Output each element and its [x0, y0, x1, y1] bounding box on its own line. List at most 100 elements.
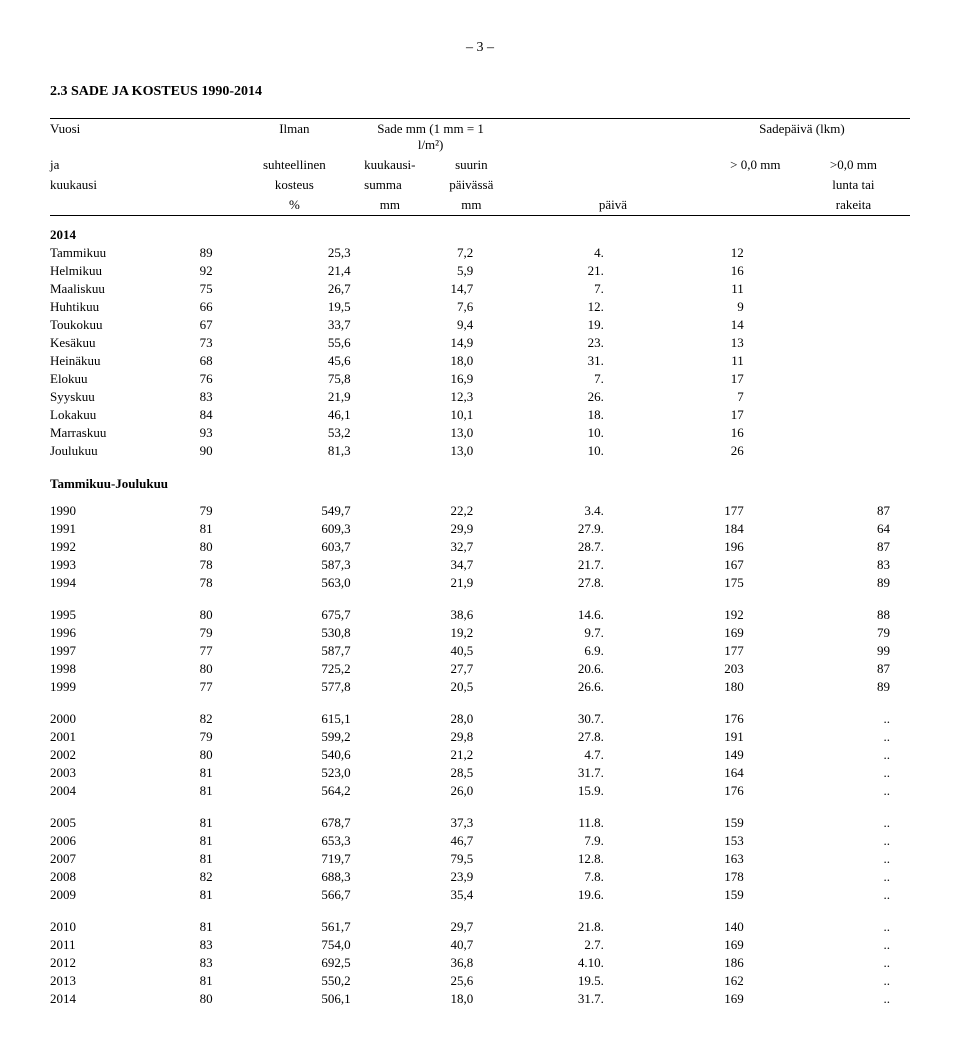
year: 1991	[50, 520, 162, 538]
raindays: 16	[629, 424, 774, 442]
snowdays: ..	[774, 918, 910, 936]
raindays: 12	[629, 244, 774, 262]
hdr-sade: Sade mm (1 mm = 1 l/m²)	[364, 119, 527, 155]
humidity: 77	[162, 642, 251, 660]
max-mm: 14,7	[381, 280, 504, 298]
year: 2011	[50, 936, 162, 954]
year: 2005	[50, 814, 162, 832]
hdr-r2-c1: ja	[50, 155, 225, 175]
sum-mm: 566,7	[251, 886, 381, 904]
humidity: 82	[162, 710, 251, 728]
snowdays	[774, 298, 910, 316]
year: 1992	[50, 538, 162, 556]
day: 7.8.	[503, 868, 629, 886]
snowdays: ..	[774, 868, 910, 886]
max-mm: 23,9	[381, 868, 504, 886]
snowdays: ..	[774, 850, 910, 868]
max-mm: 19,2	[381, 624, 504, 642]
table-row: 200179599,229,827.8.191..	[50, 728, 910, 746]
year: 1998	[50, 660, 162, 678]
day: 20.6.	[503, 660, 629, 678]
raindays: 14	[629, 316, 774, 334]
humidity: 66	[162, 298, 251, 316]
max-mm: 35,4	[381, 886, 504, 904]
max-mm: 32,7	[381, 538, 504, 556]
day: 4.7.	[503, 746, 629, 764]
snowdays: 89	[774, 678, 910, 696]
raindays: 203	[629, 660, 774, 678]
raindays: 140	[629, 918, 774, 936]
annual-heading: Tammikuu-Joulukuu	[50, 476, 910, 492]
sum-mm: 719,7	[251, 850, 381, 868]
day: 18.	[503, 406, 629, 424]
raindays: 7	[629, 388, 774, 406]
humidity: 68	[162, 352, 251, 370]
table-row: Elokuu7675,816,97.17	[50, 370, 910, 388]
table-row: 200581678,737,311.8.159..	[50, 814, 910, 832]
day: 10.	[503, 442, 629, 460]
snowdays	[774, 262, 910, 280]
sum-mm: 75,8	[251, 370, 381, 388]
max-mm: 37,3	[381, 814, 504, 832]
hdr-c1: Vuosi	[50, 119, 225, 155]
day: 12.8.	[503, 850, 629, 868]
humidity: 76	[162, 370, 251, 388]
raindays: 177	[629, 642, 774, 660]
day: 9.7.	[503, 624, 629, 642]
table-row: 200280540,621,24.7.149..	[50, 746, 910, 764]
humidity: 84	[162, 406, 251, 424]
sum-mm: 540,6	[251, 746, 381, 764]
year: 2013	[50, 972, 162, 990]
humidity: 75	[162, 280, 251, 298]
sum-mm: 506,1	[251, 990, 381, 1008]
raindays: 17	[629, 370, 774, 388]
day: 30.7.	[503, 710, 629, 728]
table-row: 199880725,227,720.6.20387	[50, 660, 910, 678]
raindays: 159	[629, 886, 774, 904]
humidity: 81	[162, 520, 251, 538]
raindays: 178	[629, 868, 774, 886]
sum-mm: 21,4	[251, 262, 381, 280]
table-row: Lokakuu8446,110,118.17	[50, 406, 910, 424]
snowdays: ..	[774, 954, 910, 972]
raindays: 176	[629, 782, 774, 800]
day: 12.	[503, 298, 629, 316]
year: 1994	[50, 574, 162, 592]
humidity: 79	[162, 624, 251, 642]
hdr-sadepaiva: Sadepäivä (lkm)	[724, 119, 910, 155]
table-row: Syyskuu8321,912,326.7	[50, 388, 910, 406]
monthly-table: 2014 Tammikuu8925,37,24.12Helmikuu9221,4…	[50, 226, 910, 460]
hdr-r3-c7: lunta tai	[817, 175, 910, 195]
table-row: Kesäkuu7355,614,923.13	[50, 334, 910, 352]
max-mm: 79,5	[381, 850, 504, 868]
hdr-r2-c4: suurin	[446, 155, 527, 175]
raindays: 11	[629, 352, 774, 370]
max-mm: 10,1	[381, 406, 504, 424]
max-mm: 18,0	[381, 352, 504, 370]
raindays: 26	[629, 442, 774, 460]
sum-mm: 678,7	[251, 814, 381, 832]
table-row: 200981566,735,419.6.159..	[50, 886, 910, 904]
sum-mm: 609,3	[251, 520, 381, 538]
table-row: 199280603,732,728.7.19687	[50, 538, 910, 556]
max-mm: 22,2	[381, 502, 504, 520]
year: 2010	[50, 918, 162, 936]
raindays: 164	[629, 764, 774, 782]
max-mm: 14,9	[381, 334, 504, 352]
day: 28.7.	[503, 538, 629, 556]
table-row: Heinäkuu6845,618,031.11	[50, 352, 910, 370]
month-name: Joulukuu	[50, 442, 162, 460]
snowdays: ..	[774, 814, 910, 832]
year: 2006	[50, 832, 162, 850]
table-row: 199079549,722,23.4.17787	[50, 502, 910, 520]
table-row: 199977577,820,526.6.18089	[50, 678, 910, 696]
table-row: 200882688,323,97.8.178..	[50, 868, 910, 886]
max-mm: 13,0	[381, 424, 504, 442]
hdr-r3-c1: kuukausi	[50, 175, 225, 195]
snowdays	[774, 352, 910, 370]
raindays: 180	[629, 678, 774, 696]
month-name: Helmikuu	[50, 262, 162, 280]
snowdays: 83	[774, 556, 910, 574]
humidity: 81	[162, 850, 251, 868]
max-mm: 36,8	[381, 954, 504, 972]
